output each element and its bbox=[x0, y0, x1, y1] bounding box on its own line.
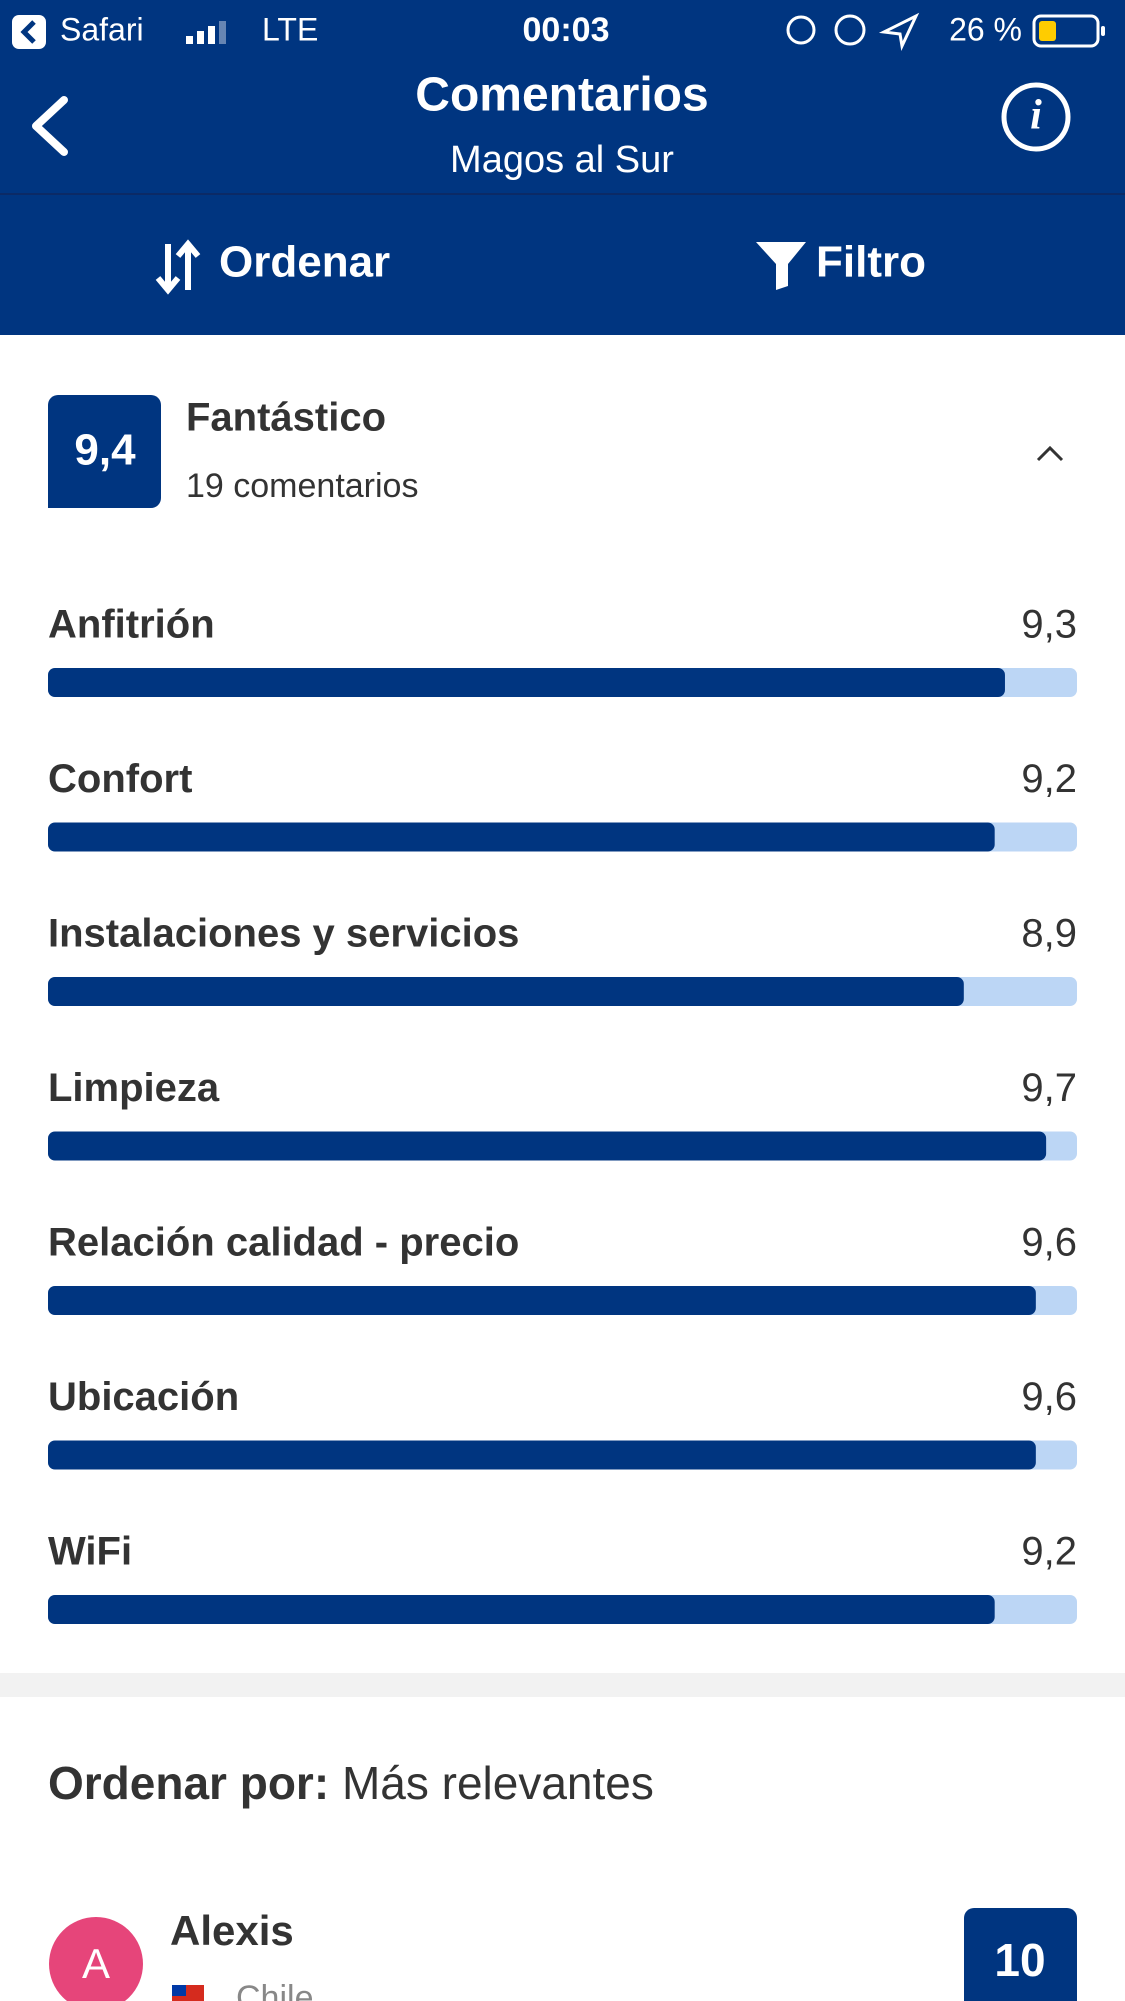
location-icon bbox=[878, 12, 920, 52]
filter-icon bbox=[756, 242, 806, 290]
status-network: LTE bbox=[262, 11, 318, 47]
score-badge bbox=[48, 395, 161, 508]
rating-bar bbox=[48, 977, 964, 1006]
sort-label: Ordenar por: bbox=[48, 1757, 329, 1809]
back-button[interactable] bbox=[32, 96, 68, 156]
status-battery: 26 % bbox=[949, 11, 1022, 47]
score-badge-corner bbox=[48, 480, 68, 508]
sort-icon bbox=[155, 239, 201, 295]
rating-value: 9,7 bbox=[1021, 1066, 1077, 1110]
header-title: Comentarios bbox=[415, 69, 708, 122]
rating-label: Confort bbox=[48, 757, 192, 801]
ratings: Anfitrión 9,3 Confort 9,2 Instalaciones y se… bbox=[48, 603, 1077, 1624]
reviewer-name: Alexis bbox=[170, 1907, 294, 1954]
rating-label: Anfitrión bbox=[48, 603, 215, 647]
moon-icon bbox=[786, 15, 816, 45]
rating-bar bbox=[48, 1286, 1036, 1315]
sort-button[interactable]: Ordenar bbox=[219, 238, 390, 287]
rating-value: 9,2 bbox=[1021, 757, 1077, 801]
rating-bar bbox=[48, 1595, 995, 1624]
rating-value: 8,9 bbox=[1021, 912, 1077, 956]
filter-button[interactable]: Filtro bbox=[816, 238, 926, 287]
info-button[interactable] bbox=[1001, 82, 1071, 152]
battery-icon bbox=[1032, 14, 1100, 48]
rating-value: 9,6 bbox=[1021, 1375, 1077, 1419]
sort-line: Ordenar por: Más relevantes bbox=[48, 1757, 654, 1809]
rating-value: 9,6 bbox=[1021, 1221, 1077, 1265]
signal bbox=[186, 21, 226, 44]
reviewer-country: Chile bbox=[236, 1979, 313, 2001]
score: 9,4 bbox=[74, 426, 136, 475]
rating-label: Relación calidad - precio bbox=[48, 1221, 519, 1265]
lock-icon bbox=[834, 14, 866, 46]
review-score: 10 bbox=[994, 1934, 1045, 1986]
back-app-icon[interactable] bbox=[12, 15, 46, 49]
rating-bar bbox=[48, 1131, 1047, 1161]
avatar-initial: A bbox=[82, 1940, 110, 1987]
rating-label: WiFi bbox=[48, 1530, 132, 1574]
rating-value: 9,2 bbox=[1021, 1530, 1077, 1574]
collapse-button[interactable] bbox=[1036, 445, 1064, 462]
header-subtitle: Magos al Sur bbox=[450, 139, 674, 181]
status-app: Safari bbox=[60, 11, 144, 47]
review-score-badge bbox=[964, 1908, 1077, 2001]
rating-label: Instalaciones y servicios bbox=[48, 912, 519, 956]
rating-bar bbox=[48, 822, 995, 852]
info-glyph: i bbox=[1030, 93, 1042, 139]
rating-label: Limpieza bbox=[48, 1066, 220, 1110]
sort-value: Más relevantes bbox=[342, 1757, 654, 1809]
rating-label: Ubicación bbox=[48, 1375, 239, 1419]
flag-canton bbox=[172, 1985, 186, 1996]
battery-level bbox=[1039, 21, 1056, 41]
rating-value: 9,3 bbox=[1021, 603, 1077, 647]
rating-bar bbox=[48, 1440, 1036, 1470]
back-app-glyph bbox=[20, 20, 36, 44]
review-count: 19 comentarios bbox=[186, 467, 418, 505]
avatar bbox=[49, 1917, 143, 2001]
status-time: 00:03 bbox=[523, 11, 610, 49]
battery-tip bbox=[1101, 26, 1105, 36]
verdict: Fantástico bbox=[186, 396, 386, 440]
rating-bar bbox=[48, 668, 1005, 697]
section-separator bbox=[0, 1673, 1125, 1697]
